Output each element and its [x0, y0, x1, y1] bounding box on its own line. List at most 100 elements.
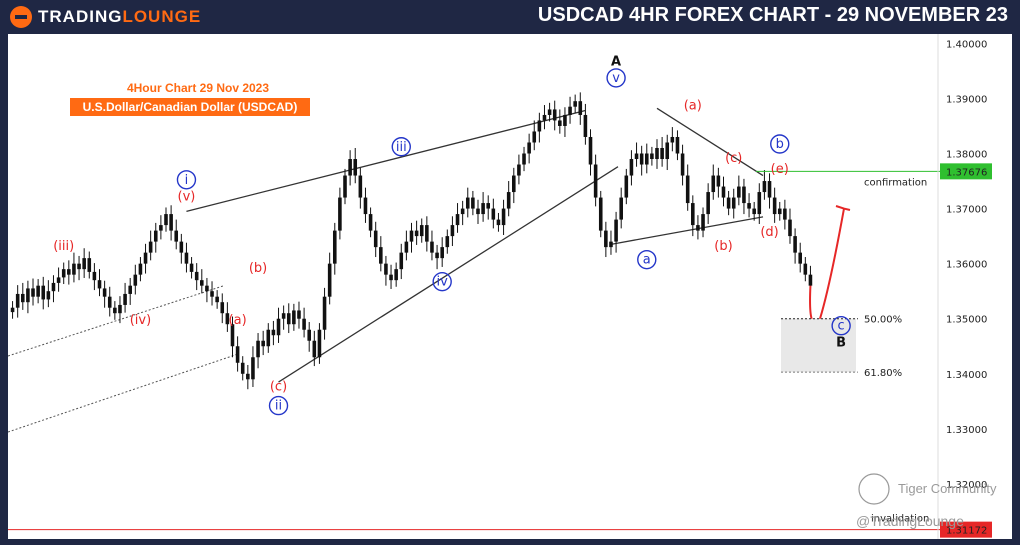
candle-body	[348, 159, 352, 176]
candle-body	[358, 175, 363, 198]
candle-body	[604, 230, 608, 248]
candle-body	[460, 208, 465, 215]
candle-body	[558, 120, 562, 126]
candle-body	[465, 197, 470, 209]
candle-body	[588, 136, 593, 165]
candle-body	[276, 318, 281, 336]
candle-body	[292, 310, 296, 325]
wave-label: v	[612, 71, 620, 86]
candle-body	[194, 271, 199, 281]
candle-body	[409, 230, 414, 242]
candle-body	[384, 263, 388, 275]
wave-label: (iv)	[130, 313, 151, 328]
y-tick-label: 1.40000	[946, 39, 987, 50]
wave-label: iv	[437, 275, 449, 290]
candle-body	[102, 288, 107, 297]
candle-body	[133, 274, 138, 286]
candle-body	[179, 241, 184, 253]
candle-body	[220, 302, 225, 314]
candle-body	[159, 225, 163, 231]
candle-body	[737, 186, 741, 198]
candle-body	[691, 203, 695, 226]
candle-body	[169, 214, 173, 231]
wave-label-circle	[831, 316, 851, 336]
confirmation-label: confirmation	[864, 177, 927, 188]
candle-body	[36, 285, 40, 297]
candle-body	[696, 225, 700, 231]
candle-body	[281, 313, 286, 319]
wave-label: (d)	[760, 225, 778, 240]
candle-body	[41, 285, 46, 300]
candle-body	[650, 153, 654, 160]
channel-line-upper	[8, 285, 224, 357]
candle-body	[97, 280, 102, 289]
candle-body	[51, 282, 56, 292]
confirmation-price-text: 1.37676	[946, 167, 987, 178]
candle-body	[593, 164, 598, 198]
logo-text-left: TRADING	[38, 7, 123, 26]
y-tick-label: 1.32000	[946, 480, 987, 491]
candle-body	[379, 247, 383, 264]
candle-body	[20, 293, 25, 303]
wave-label: (c)	[270, 379, 287, 394]
candle-body	[425, 225, 429, 242]
logo-icon	[10, 6, 32, 28]
candle-body	[670, 136, 675, 143]
projection-arrow-head	[835, 205, 851, 211]
candle-body	[726, 197, 731, 209]
candle-body	[685, 175, 690, 204]
y-tick-label: 1.34000	[946, 370, 987, 381]
candle-body	[803, 263, 808, 275]
candle-body	[655, 147, 659, 160]
annotation-line1: 4Hour Chart 29 Nov 2023	[127, 81, 269, 95]
candle-body	[82, 258, 86, 270]
wave-label-circle	[606, 68, 626, 88]
candle-body	[440, 247, 444, 259]
candle-body	[445, 236, 450, 248]
fib-618-label: 61.80%	[864, 368, 902, 379]
candle-body	[246, 373, 250, 380]
candle-body	[107, 296, 112, 308]
candle-body	[419, 225, 424, 237]
candle-body	[731, 197, 736, 209]
price-chart[interactable]: 50.00% 61.80% confirmation 1.37676 invalidat…	[8, 34, 1012, 539]
candle-body	[506, 192, 511, 209]
candle-body	[721, 186, 726, 198]
candle-body	[675, 136, 680, 154]
wave-label: a	[643, 253, 651, 268]
annotation-line2: U.S.Dollar/Canadian Dollar (USDCAD)	[83, 100, 298, 114]
projection-path	[809, 208, 845, 324]
candle-body	[123, 293, 127, 305]
candle-body	[118, 304, 122, 314]
candle-body	[317, 329, 322, 358]
candle-body	[143, 252, 148, 264]
candle-body	[31, 288, 35, 297]
candle-body	[230, 324, 235, 347]
candle-body	[312, 340, 317, 358]
candle-body	[783, 208, 787, 220]
wave-label: iii	[396, 140, 407, 155]
candle-body	[614, 219, 618, 242]
candle-body	[148, 241, 153, 253]
candle-body	[353, 159, 358, 176]
chart-area: 50.00% 61.80% confirmation 1.37676 invalidat…	[8, 34, 1012, 539]
wave-label: (a)	[684, 98, 702, 113]
candle-body	[286, 313, 291, 325]
candle-body	[808, 274, 813, 286]
candle-body	[15, 293, 20, 308]
wave-label-circle	[268, 395, 289, 416]
candle-body	[532, 131, 537, 143]
invalidation-label: invalidation	[871, 514, 929, 525]
candle-body	[225, 313, 230, 325]
invalidation-price-text: 1.31172	[946, 526, 987, 537]
confirmation-price-tag	[940, 163, 992, 180]
candle-body	[271, 329, 276, 336]
candle-body	[701, 214, 705, 231]
candle-body	[235, 346, 240, 363]
candle-body	[772, 197, 777, 215]
candle-body	[414, 230, 419, 237]
candle-body	[399, 252, 404, 270]
candle-body	[665, 142, 670, 160]
candle-body	[629, 159, 634, 176]
candle-body	[522, 153, 526, 165]
